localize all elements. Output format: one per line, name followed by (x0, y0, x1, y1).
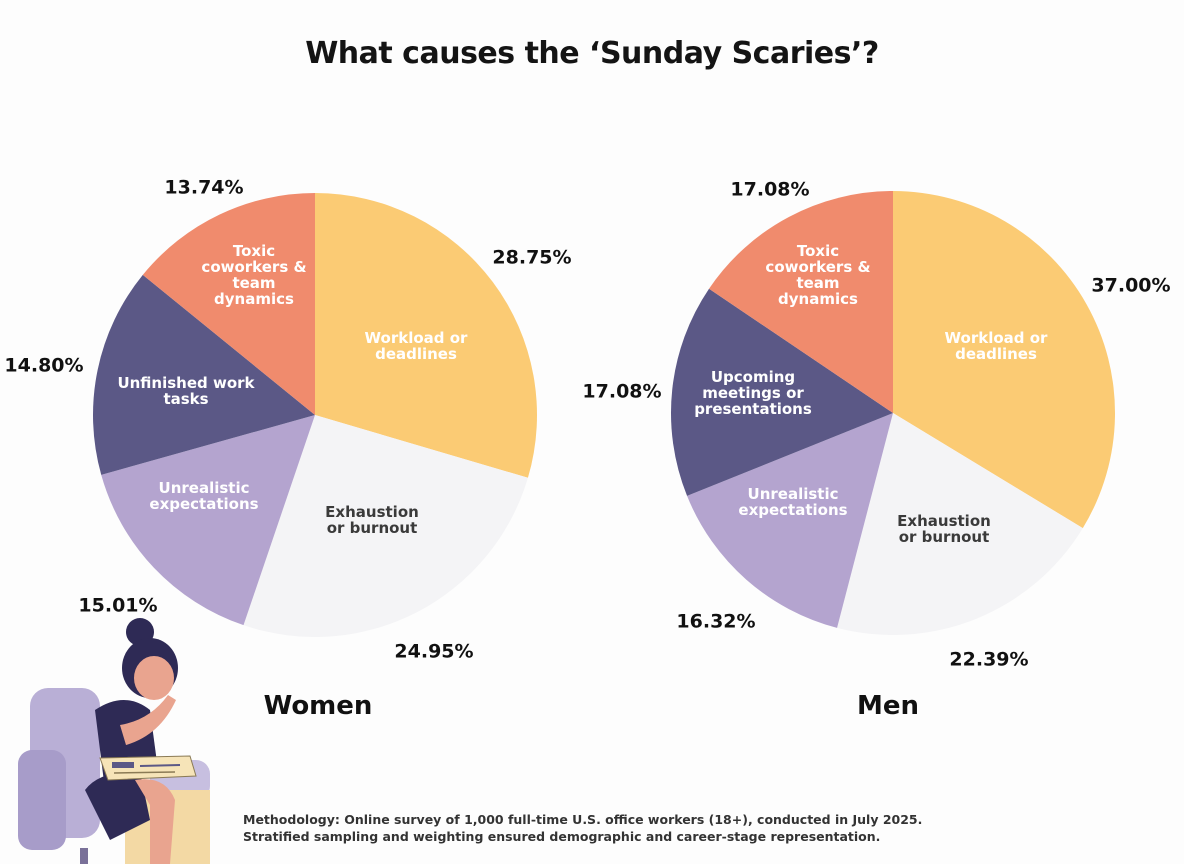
pie-slice-unrealistic-expectations (101, 415, 315, 626)
face (134, 656, 174, 700)
slice-label-unrealistic-expectations: Unrealistic expectations (149, 479, 258, 513)
paper-line (113, 771, 176, 774)
pie-slice-exhaustion-or-burnout (243, 415, 528, 637)
pie-slice-toxic-coworkers-and-team-dynamics (709, 191, 893, 413)
pie-slice-unrealistic-expectations (687, 413, 893, 628)
woman-skirt (85, 771, 150, 840)
pie-slice-workload-or-deadlines (893, 191, 1116, 529)
slice-label-unrealistic-expectations: Unrealistic expectations (738, 485, 847, 519)
percent-label-workload-or-deadlines: 37.00% (1091, 275, 1170, 297)
percent-label-toxic-coworkers-and-team-dynamics: 17.08% (730, 179, 809, 201)
percent-label-workload-or-deadlines: 28.75% (492, 247, 571, 269)
pie-slice-toxic-coworkers-and-team-dynamics (142, 193, 315, 415)
paper-content (112, 762, 134, 768)
pie-chart-men: Workload or deadlines Exhaustion or burnout… (582, 179, 1170, 722)
armchair-arm-left (18, 750, 66, 850)
pie-chart-women: Workload or deadlines Exhaustion or burnout… (4, 177, 571, 722)
slice-label-toxic-coworkers-and-team-dynamics: Toxic coworkers & team dynamics (765, 242, 870, 308)
percent-label-exhaustion-or-burnout: 22.39% (949, 649, 1028, 671)
woman-legs (135, 779, 175, 864)
percent-label-unrealistic-expectations: 15.01% (78, 595, 157, 617)
slice-label-upcoming-meetings-or-presentations: Upcoming meetings or presentations (694, 368, 812, 418)
percent-label-upcoming-meetings-or-presentations: 17.08% (582, 381, 661, 403)
woman-arm (120, 695, 176, 745)
percent-label-exhaustion-or-burnout: 24.95% (394, 641, 473, 663)
slice-label-unfinished-work-tasks: Unfinished work tasks (117, 374, 255, 408)
slice-label-exhaustion-or-burnout: Exhaustion or burnout (325, 503, 419, 537)
percent-label-unrealistic-expectations: 16.32% (676, 611, 755, 633)
pie-slice-upcoming-meetings-or-presentations (670, 288, 893, 496)
armchair-leg (80, 848, 88, 864)
pie-title-women: Women (264, 691, 373, 721)
pie-title-men: Men (857, 691, 919, 721)
pie-slice-exhaustion-or-burnout (837, 413, 1083, 635)
woman-in-armchair-illustration (18, 618, 210, 864)
paper-line (139, 764, 181, 767)
slice-label-workload-or-deadlines: Workload or deadlines (365, 329, 469, 363)
pie-slice-workload-or-deadlines (315, 193, 538, 478)
methodology-note: Methodology: Online survey of 1,000 full… (243, 812, 923, 844)
pie-slice-unfinished-work-tasks (93, 274, 315, 475)
slice-label-exhaustion-or-burnout: Exhaustion or burnout (897, 512, 991, 546)
slice-label-toxic-coworkers-and-team-dynamics: Toxic coworkers & team dynamics (201, 242, 306, 308)
slice-label-workload-or-deadlines: Workload or deadlines (945, 329, 1049, 363)
percent-label-toxic-coworkers-and-team-dynamics: 13.74% (164, 177, 243, 199)
percent-label-unfinished-work-tasks: 14.80% (4, 355, 83, 377)
chart-title: What causes the ‘Sunday Scaries’? (305, 36, 879, 71)
